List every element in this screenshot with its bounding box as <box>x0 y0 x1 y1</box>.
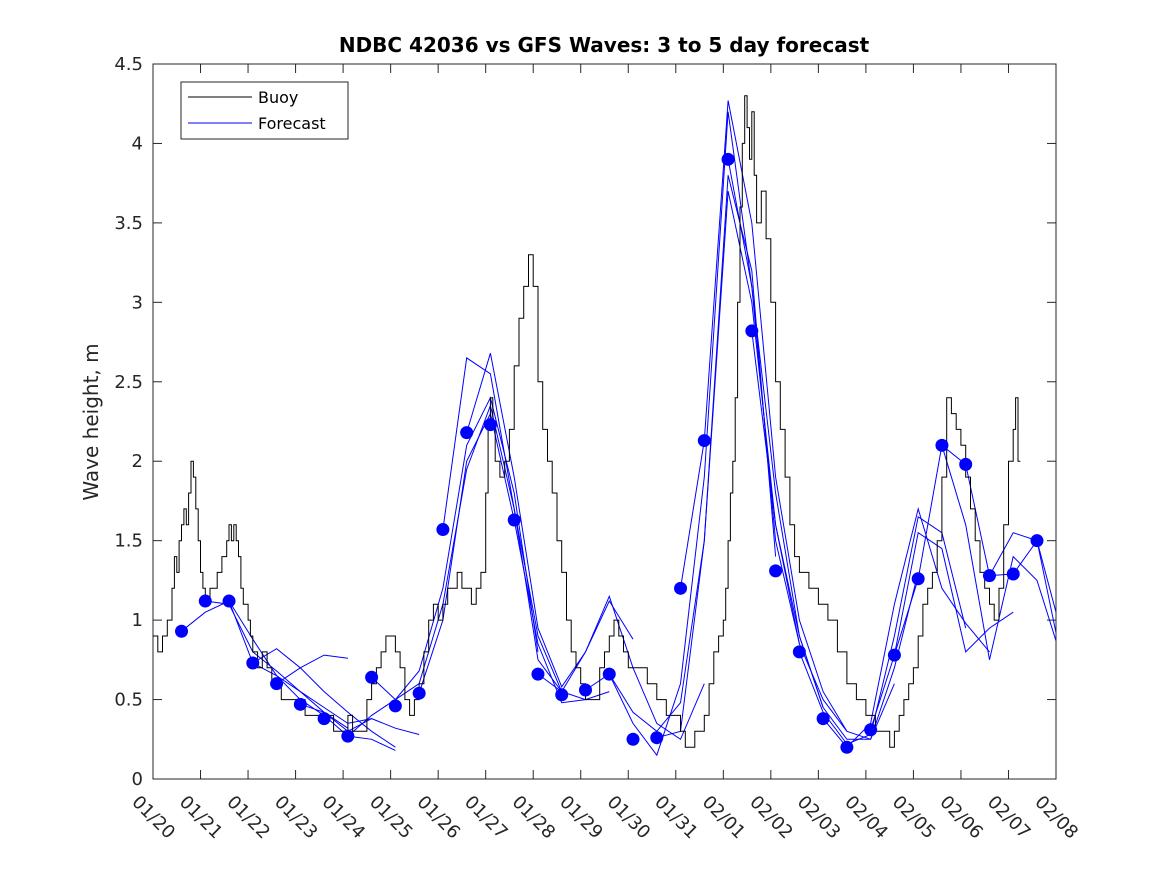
axes-frame <box>152 63 1057 780</box>
forecast-point <box>674 581 688 595</box>
forecast-point <box>721 152 735 166</box>
forecast-point <box>935 438 949 452</box>
legend-forecast-label: Forecast <box>258 114 326 133</box>
y-tick-label: 1.5 <box>114 531 143 552</box>
forecast-point <box>555 688 569 702</box>
forecast-run-line <box>466 353 634 688</box>
forecast-point <box>460 426 474 440</box>
forecast-run-line <box>537 594 705 741</box>
y-axis: 0 0.5 1 1.5 2 2.5 3 3.5 4 4.5 <box>114 54 1056 790</box>
y-tick-label: 4.5 <box>114 54 143 75</box>
y-tick-label: 2 <box>132 451 143 472</box>
forecast-point <box>507 513 521 527</box>
forecast-point <box>769 564 783 578</box>
forecast-point <box>1030 534 1044 548</box>
chart-title: NDBC 42036 vs GFS Waves: 3 to 5 day fore… <box>339 33 870 57</box>
forecast-run-line <box>751 330 919 740</box>
forecast-point <box>341 729 355 743</box>
forecast-run-line <box>585 175 777 732</box>
forecast-point <box>436 523 450 537</box>
buoy-line <box>153 95 1021 748</box>
forecast-point <box>578 683 592 697</box>
forecast-point <box>602 667 616 681</box>
forecast-point <box>365 670 379 684</box>
forecast-run-line <box>608 111 800 757</box>
forecast-run-line <box>300 703 420 735</box>
forecast-point <box>293 697 307 711</box>
forecast-point <box>959 457 973 471</box>
y-tick-label: 1 <box>132 610 143 631</box>
forecast-point <box>840 740 854 754</box>
forecast-point <box>697 434 711 448</box>
forecast-point <box>270 677 284 691</box>
legend-buoy-label: Buoy <box>258 88 298 107</box>
legend: Buoy Forecast <box>180 81 349 140</box>
forecast-point <box>198 594 212 608</box>
forecast-run-line <box>276 654 348 685</box>
y-tick-label: 3 <box>132 292 143 313</box>
forecast-point <box>816 712 830 726</box>
forecast-run-line <box>893 445 1057 660</box>
forecast-point <box>982 569 996 583</box>
forecast-point <box>792 645 806 659</box>
y-tick-label: 2.5 <box>114 372 143 393</box>
forecast-point <box>531 667 545 681</box>
forecast-point <box>317 712 331 726</box>
forecast-point <box>626 732 640 746</box>
forecast-point <box>650 731 664 745</box>
forecast-run-line <box>181 600 349 729</box>
forecast-point <box>222 594 236 608</box>
axes-box <box>152 63 1057 780</box>
y-tick-label: 3.5 <box>114 213 143 234</box>
forecast-point <box>412 686 426 700</box>
y-tick-label: 0.5 <box>114 690 143 711</box>
y-tick-label: 4 <box>132 133 143 154</box>
forecast-run-line <box>371 403 563 701</box>
forecast-point <box>911 572 925 586</box>
forecast-run-line <box>252 648 396 748</box>
y-axis-label: Wave height, m <box>79 343 103 500</box>
forecast-point <box>864 723 878 737</box>
forecast-point <box>246 656 260 670</box>
forecast-point <box>175 624 189 638</box>
y-tick-label: 0 <box>132 769 143 790</box>
forecast-point <box>1006 567 1020 581</box>
forecast-point <box>887 648 901 662</box>
forecast-run-line <box>680 100 848 732</box>
forecast-markers <box>175 152 1044 754</box>
forecast-run-line <box>989 539 1057 633</box>
forecast-point <box>388 699 402 713</box>
forecast-point <box>483 418 497 432</box>
legend-box <box>180 81 349 140</box>
forecast-point <box>745 324 759 338</box>
